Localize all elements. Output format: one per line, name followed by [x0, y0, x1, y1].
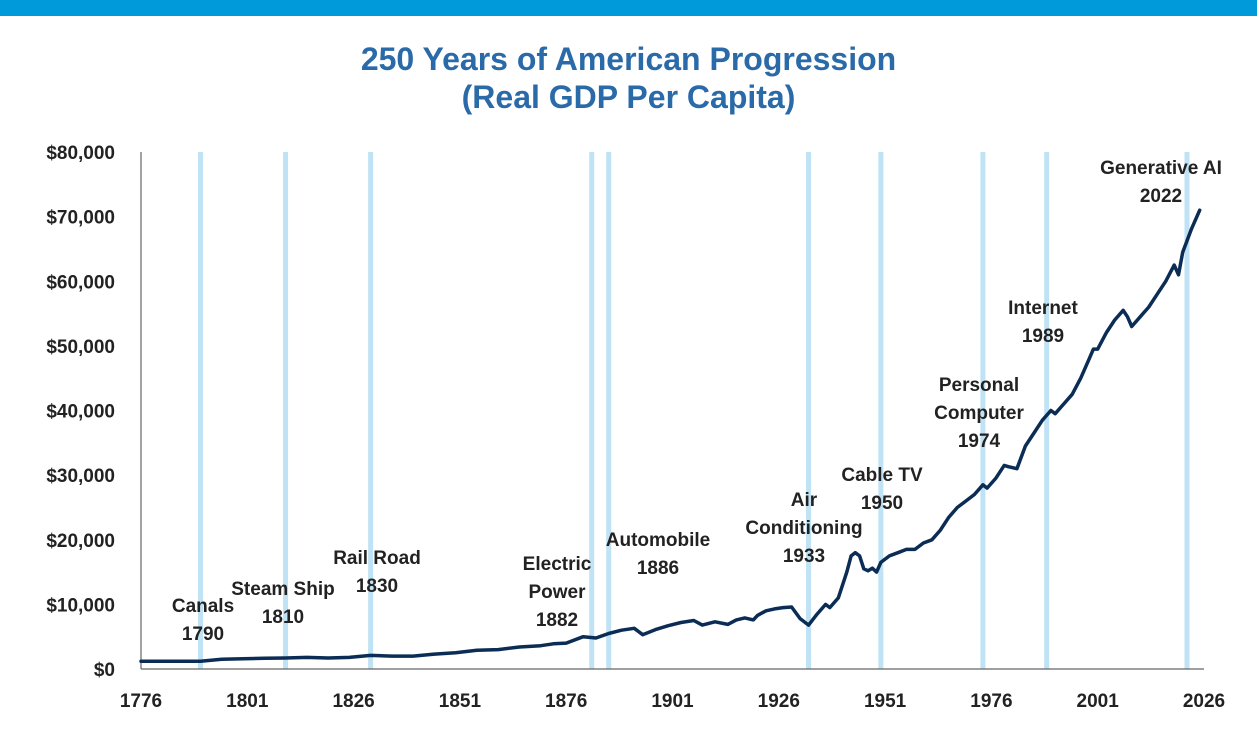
- x-tick-label: 1826: [332, 691, 374, 712]
- annotation-1830: Rail Road 1830: [333, 548, 421, 597]
- annotations-group: Canals 1790 Steam Ship 1810 Rail Road 1830 Ele…: [172, 158, 1222, 645]
- annotation-1933: Air Conditioning 1933: [745, 490, 862, 567]
- x-tick-label: 1976: [970, 691, 1012, 712]
- event-lines-group: [198, 152, 1190, 669]
- y-tick-label: $30,000: [46, 466, 115, 487]
- annotation-1974: Personal Computer 1974: [934, 375, 1024, 452]
- annotation-line: Canals: [172, 596, 234, 617]
- x-tick-label: 1801: [226, 691, 269, 712]
- y-tick-label: $10,000: [46, 595, 115, 616]
- x-tick-label: 2001: [1077, 691, 1120, 712]
- x-tick-label: 2026: [1183, 691, 1225, 712]
- annotation-line: 1830: [356, 576, 398, 597]
- annotation-line: 1790: [182, 624, 224, 645]
- annotation-line: Generative AI: [1100, 158, 1222, 179]
- annotation-line: 1886: [637, 558, 679, 579]
- annotation-1790: Canals 1790: [172, 596, 234, 645]
- axes-group: [140, 152, 1204, 670]
- chart-subtitle-line: (Real GDP Per Capita): [461, 79, 796, 115]
- annotation-1950: Cable TV 1950: [841, 465, 923, 514]
- x-tick-label: 1851: [439, 691, 482, 712]
- x-tick-label: 1901: [651, 691, 694, 712]
- y-tick-label: $80,000: [46, 143, 115, 164]
- annotation-line: 1810: [262, 607, 304, 628]
- chart-title-line: 250 Years of American Progression: [360, 41, 897, 77]
- x-tick-labels: 1776 1801 1826 1851 1876 1901 1926 1951 1976 2001…: [120, 691, 1225, 712]
- x-tick-label: 1776: [120, 691, 162, 712]
- annotation-line: 1950: [861, 493, 903, 514]
- annotation-line: Power: [528, 582, 586, 603]
- annotation-line: Personal: [939, 375, 1019, 396]
- annotation-1886: Automobile 1886: [606, 530, 711, 579]
- annotation-line: Electric: [523, 554, 592, 575]
- annotation-line: Rail Road: [333, 548, 421, 569]
- y-tick-label: $0: [94, 660, 115, 681]
- top-accent-bar: [0, 0, 1257, 16]
- x-tick-label: 1951: [864, 691, 907, 712]
- x-tick-label: 1926: [758, 691, 800, 712]
- annotation-1989: Internet 1989: [1008, 298, 1078, 347]
- annotation-line: 1989: [1022, 326, 1064, 347]
- y-tick-labels: $0 $10,000 $20,000 $30,000 $40,000 $50,000 $60…: [46, 143, 115, 681]
- x-tick-label: 1876: [545, 691, 587, 712]
- annotation-line: 1933: [783, 546, 825, 567]
- annotation-line: Automobile: [606, 530, 711, 551]
- annotation-line: Steam Ship: [231, 579, 334, 600]
- annotation-line: Conditioning: [745, 518, 862, 539]
- annotation-line: Cable TV: [841, 465, 923, 486]
- annotation-1810: Steam Ship 1810: [231, 579, 334, 628]
- y-tick-label: $70,000: [46, 208, 115, 229]
- annotation-line: Computer: [934, 403, 1024, 424]
- y-tick-label: $60,000: [46, 272, 115, 293]
- y-tick-label: $50,000: [46, 337, 115, 358]
- gdp-series-line: [139, 208, 1202, 663]
- chart-title: 250 Years of American Progression (Real …: [0, 40, 1257, 116]
- annotation-line: 1882: [536, 610, 578, 631]
- annotation-line: 1974: [958, 431, 1001, 452]
- annotation-2022: Generative AI 2022: [1100, 158, 1222, 207]
- y-tick-label: $40,000: [46, 402, 115, 423]
- y-tick-label: $20,000: [46, 531, 115, 552]
- annotation-line: 2022: [1140, 186, 1182, 207]
- annotation-line: Air: [791, 490, 818, 511]
- annotation-1882: Electric Power 1882: [523, 554, 592, 631]
- annotation-line: Internet: [1008, 298, 1078, 319]
